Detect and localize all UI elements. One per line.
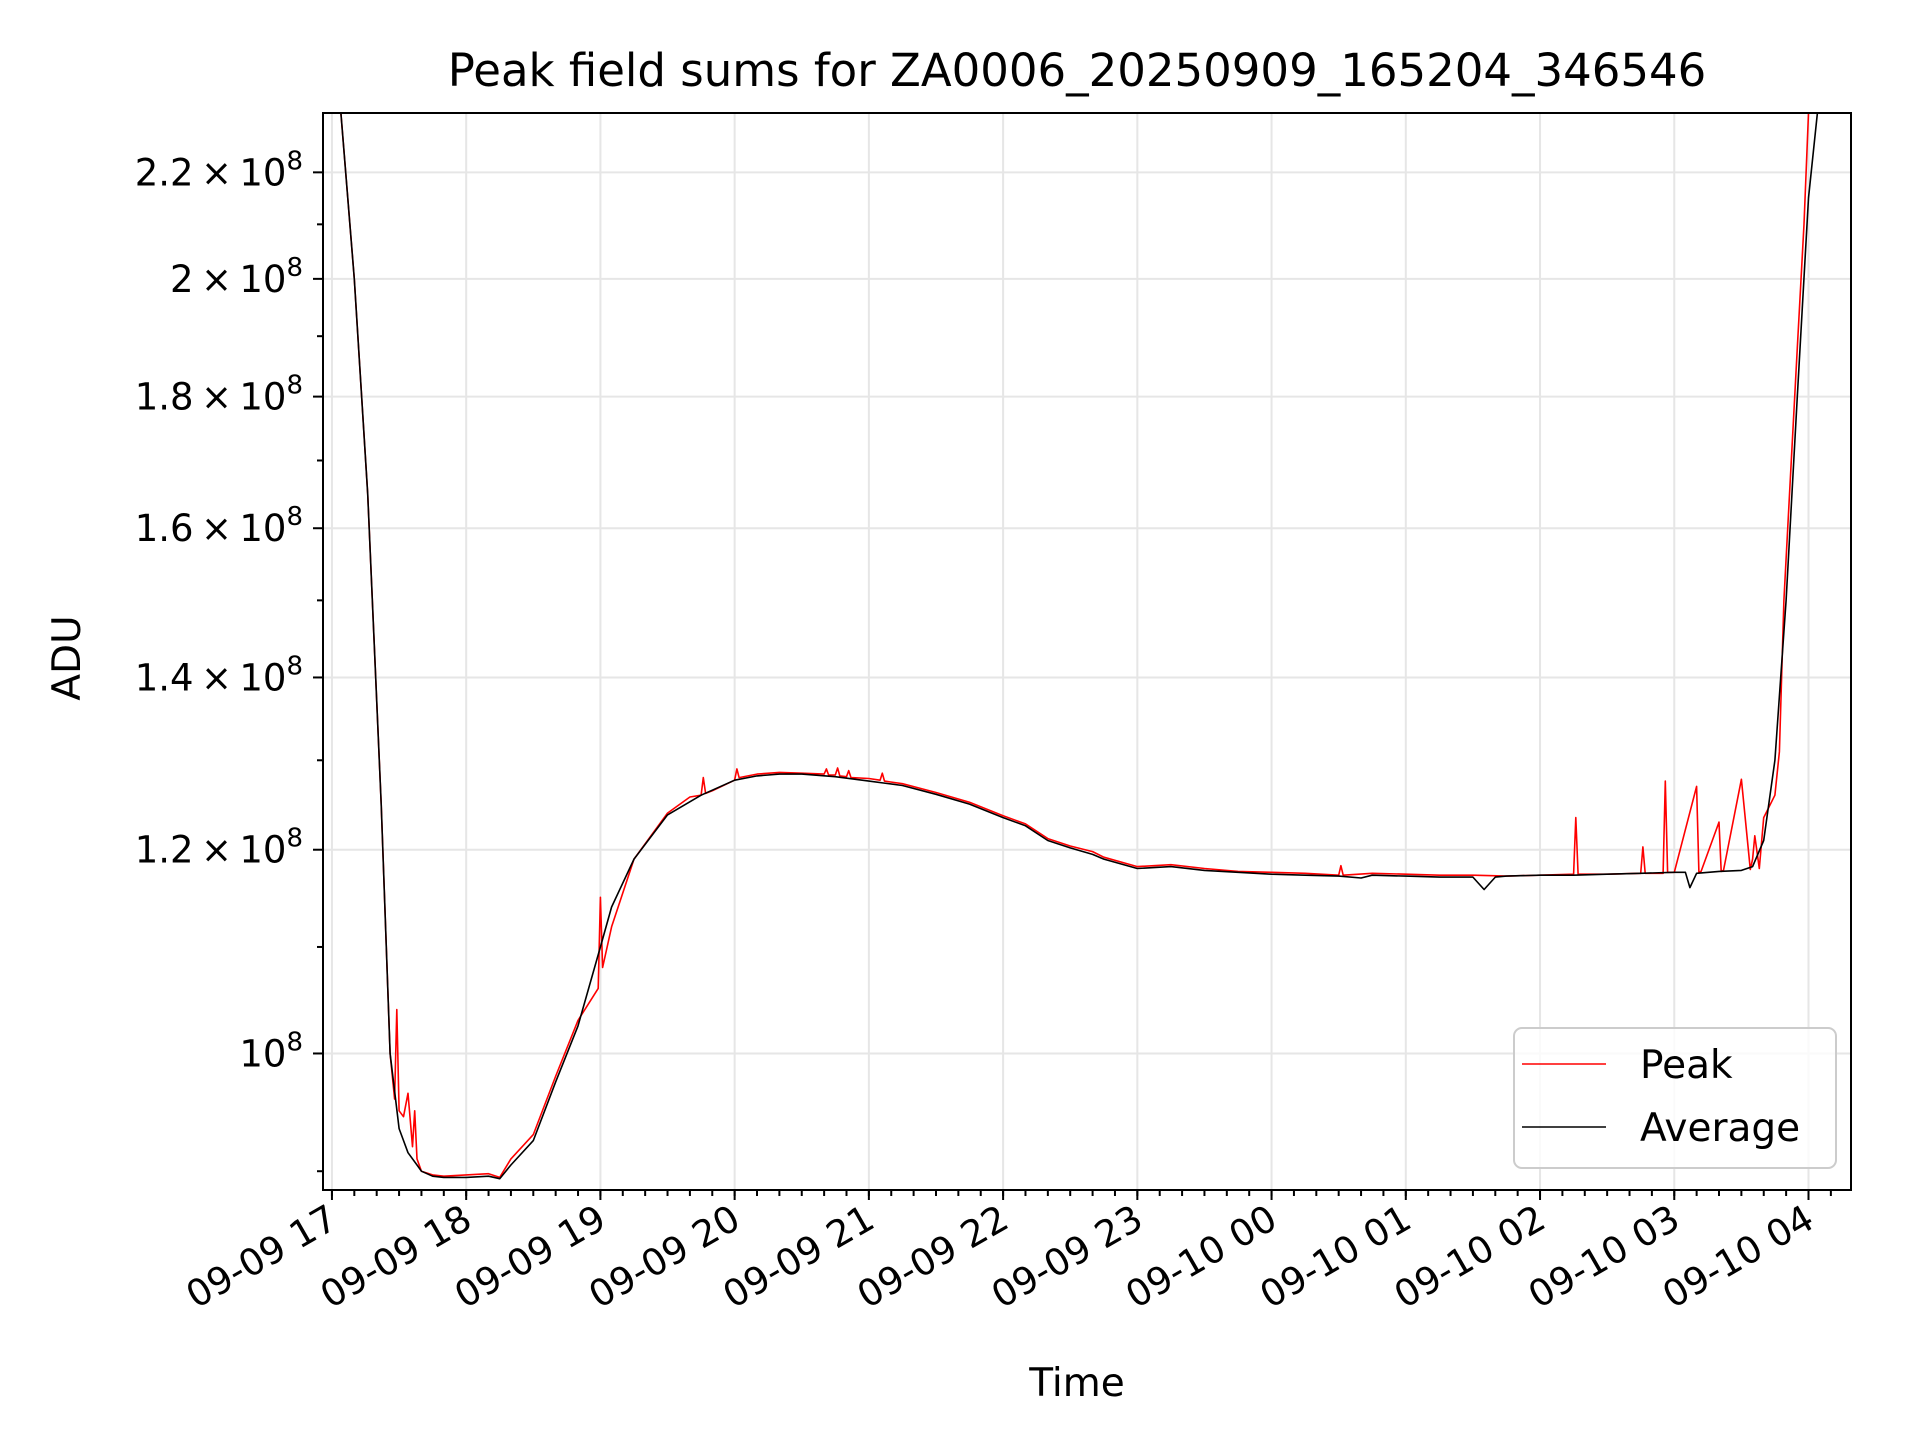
y-tick-label: 2 × 108 [170, 253, 303, 301]
x-tick-label: 09-09 21 [716, 1197, 882, 1317]
series-layer [340, 113, 1819, 1180]
x-tick-label: 09-10 01 [1253, 1197, 1419, 1317]
y-tick-label: 1.6 × 108 [135, 502, 303, 550]
legend-label-peak: Peak [1640, 1043, 1733, 1088]
x-tick-label: 09-09 17 [179, 1197, 345, 1317]
x-tick-label: 09-09 20 [582, 1197, 748, 1317]
legend-label-average: Average [1640, 1106, 1800, 1151]
y-tick-label: 1.4 × 108 [135, 651, 303, 699]
chart-title: Peak field sums for ZA0006_20250909_1652… [448, 44, 1707, 97]
x-tick-label: 09-09 22 [850, 1197, 1016, 1317]
y-tick-label: 108 [239, 1027, 303, 1075]
plot-frame [322, 112, 1852, 1191]
x-axis-title: Time [1028, 1361, 1124, 1406]
y-tick-label: 1.8 × 108 [135, 371, 303, 419]
y-tick-label: 2.2 × 108 [135, 146, 303, 194]
x-tick-label: 09-10 02 [1387, 1197, 1553, 1317]
x-tick-label: 09-09 19 [447, 1197, 613, 1317]
legend: Peak Average [1513, 1027, 1837, 1169]
series-line-average [340, 113, 1819, 1180]
y-axis: 108 1.2 × 108 1.4 × 108 1.6 × 108 1.8 × 108 2… [135, 146, 323, 1173]
x-tick-label: 09-10 04 [1655, 1197, 1821, 1317]
x-tick-label: 09-09 23 [984, 1197, 1150, 1317]
x-tick-label: 09-10 03 [1521, 1197, 1687, 1317]
x-tick-label: 09-10 00 [1118, 1197, 1284, 1317]
series-line-peak [340, 113, 1818, 1179]
legend-box [1513, 1027, 1837, 1169]
y-axis-title: ADU [45, 615, 90, 700]
y-tick-label: 1.2 × 108 [135, 824, 303, 872]
x-tick-label: 09-09 18 [313, 1197, 479, 1317]
